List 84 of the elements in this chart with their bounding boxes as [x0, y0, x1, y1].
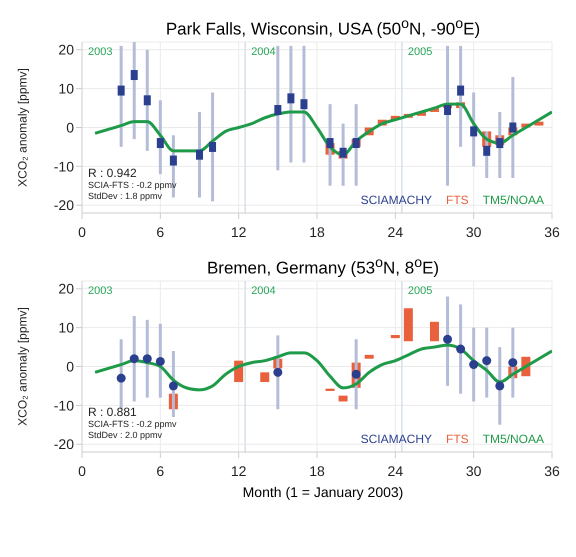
point	[116, 374, 126, 383]
annotation: 2004	[251, 285, 276, 297]
x-tick-label: 36	[544, 224, 560, 240]
y-tick-label: -10	[54, 158, 74, 174]
x-tick-label: 36	[544, 462, 560, 479]
bar	[338, 396, 348, 402]
annotation: 2003	[88, 285, 112, 297]
point	[144, 95, 151, 106]
annotation: StdDev : 2.0 ppmv	[88, 430, 164, 441]
annotation: SCIA-FTS : -0.2 ppmv	[88, 180, 177, 191]
point	[483, 146, 490, 156]
point	[340, 148, 347, 158]
point	[469, 360, 478, 370]
point	[470, 126, 478, 136]
point	[156, 138, 164, 148]
line-series	[94, 344, 552, 392]
point	[444, 105, 452, 116]
bar	[260, 372, 270, 382]
y-tick-label: 0	[66, 119, 74, 136]
point	[482, 356, 492, 366]
bar	[390, 335, 400, 338]
y-tick-label: -20	[54, 436, 74, 452]
text: TM5/NOAA	[482, 432, 544, 446]
annotation: 2005	[408, 46, 432, 58]
y-axis-title: XCO₂ anomaly [ppmv]	[15, 307, 30, 426]
bar	[430, 322, 439, 342]
x-axis-title: Month (1 = January 2003)	[242, 484, 404, 500]
point	[118, 86, 125, 96]
annotation: 2003	[88, 46, 112, 58]
point	[457, 86, 464, 96]
point	[170, 156, 177, 166]
annotation: SCIA-FTS : -0.2 ppmv	[88, 419, 177, 430]
x-tick-label: 6	[156, 462, 164, 479]
x-tick-label: 0	[78, 462, 86, 479]
x-tick-label: 12	[230, 462, 247, 479]
x-tick-label: 18	[309, 224, 325, 240]
bar	[404, 308, 413, 342]
annotation: 2005	[408, 285, 432, 297]
y-tick-label: 10	[58, 320, 74, 336]
point	[508, 358, 518, 368]
chart-title: Bremen, Germany (53$^{o}$N, 8$^{o}$E)	[206, 255, 440, 278]
text: SCIAMACHY	[360, 193, 432, 207]
x-tick-label: 24	[388, 224, 404, 240]
chart-title: Park Falls, Wisconsin, USA (50$^{o}$N, -90$^{o}$E)	[164, 16, 482, 39]
point	[495, 381, 504, 390]
point	[352, 370, 361, 379]
point	[209, 142, 216, 152]
text: SCIAMACHY	[360, 432, 432, 446]
point	[287, 93, 294, 104]
annotation: StdDev : 1.8 ppmv	[88, 191, 164, 202]
point	[168, 381, 178, 390]
x-tick-label: 30	[466, 224, 482, 240]
x-tick-label: 30	[466, 462, 482, 479]
point	[130, 70, 138, 80]
bar	[364, 354, 374, 359]
y-tick-label: 20	[58, 280, 74, 297]
point	[274, 105, 282, 116]
x-tick-label: 18	[309, 462, 325, 479]
text: FTS	[446, 432, 469, 446]
annotation: 2004	[251, 46, 276, 58]
x-tick-label: 0	[78, 224, 86, 240]
annotation: R : 0.942	[88, 166, 138, 180]
text: TM5/NOAA	[482, 193, 544, 207]
y-tick-label: -10	[54, 397, 74, 414]
x-tick-label: 12	[230, 224, 247, 240]
point	[130, 354, 139, 364]
y-tick-label: 0	[66, 358, 74, 374]
point	[509, 122, 516, 132]
y-tick-label: 20	[58, 42, 74, 58]
point	[456, 344, 466, 354]
point	[496, 138, 504, 148]
text: FTS	[446, 193, 469, 207]
annotation: R : 0.881	[88, 405, 138, 419]
point	[326, 138, 334, 148]
point	[273, 368, 282, 377]
y-tick-label: 10	[58, 80, 74, 97]
y-tick-label: -20	[54, 197, 74, 214]
x-tick-label: 24	[388, 462, 404, 479]
y-axis-title: XCO₂ anomaly [ppmv]	[15, 68, 30, 187]
point	[443, 334, 452, 344]
x-tick-label: 6	[156, 224, 164, 240]
point	[142, 354, 152, 364]
point	[300, 99, 308, 110]
point	[156, 356, 165, 366]
